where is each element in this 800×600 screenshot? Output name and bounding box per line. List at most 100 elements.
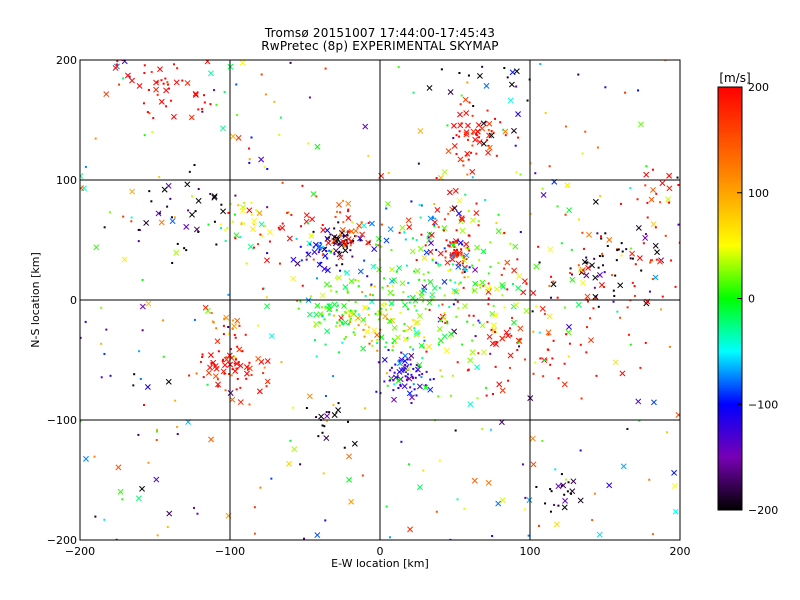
dot-marker — [325, 250, 328, 253]
dot-marker — [592, 307, 595, 310]
dot-marker — [380, 307, 383, 310]
x-marker — [401, 383, 408, 390]
x-marker — [81, 185, 87, 192]
dot-marker — [550, 490, 553, 493]
x-marker — [489, 310, 496, 317]
dot-marker — [515, 171, 518, 174]
x-marker — [314, 302, 321, 309]
dot-marker — [516, 258, 519, 261]
dot-marker — [212, 321, 215, 324]
dot-marker — [349, 321, 352, 324]
dot-marker — [378, 318, 381, 321]
dot-marker — [460, 251, 463, 254]
dot-marker — [103, 226, 106, 229]
dot-marker — [263, 366, 266, 369]
dot-marker — [307, 222, 310, 225]
dot-marker — [447, 270, 450, 273]
dot-marker — [324, 394, 327, 397]
dot-marker — [195, 372, 198, 375]
dot-marker — [593, 257, 596, 260]
x-marker — [331, 412, 338, 418]
dot-marker — [122, 215, 125, 218]
dot-marker — [565, 478, 568, 481]
dot-marker — [511, 283, 514, 286]
dot-marker — [299, 300, 302, 303]
x-marker — [425, 343, 432, 350]
dot-marker — [328, 411, 331, 414]
x-marker — [562, 497, 569, 504]
dot-marker — [215, 243, 218, 246]
dot-marker — [442, 229, 445, 232]
dot-marker — [514, 144, 517, 147]
dot-marker — [568, 342, 571, 345]
dot-marker — [250, 136, 253, 139]
dot-marker — [325, 420, 328, 423]
dot-marker — [497, 262, 500, 265]
dot-marker — [459, 281, 462, 284]
dot-marker — [411, 237, 414, 240]
dot-marker — [354, 309, 357, 312]
x-marker — [457, 156, 464, 163]
dot-marker — [289, 439, 292, 442]
dot-marker — [146, 111, 149, 114]
dot-marker — [400, 351, 403, 354]
dot-marker — [301, 184, 304, 187]
dot-marker — [585, 326, 588, 329]
x-marker — [393, 374, 399, 381]
dot-marker — [308, 96, 311, 99]
dot-marker — [670, 259, 673, 262]
x-marker — [153, 476, 160, 483]
dot-marker — [482, 284, 485, 287]
dot-marker — [201, 110, 204, 113]
dot-marker — [109, 374, 112, 377]
x-marker — [473, 210, 480, 217]
x-marker — [457, 239, 464, 246]
x-marker — [463, 241, 470, 248]
dot-marker — [468, 314, 471, 317]
dot-marker — [360, 221, 363, 224]
dot-marker — [412, 348, 415, 351]
dot-marker — [593, 286, 596, 289]
x-marker — [545, 329, 552, 336]
dot-marker — [346, 290, 349, 293]
x-marker — [368, 220, 375, 227]
dot-marker — [383, 380, 386, 383]
dot-marker — [637, 89, 640, 92]
dot-marker — [418, 203, 421, 206]
x-marker — [493, 286, 500, 293]
dot-marker — [248, 158, 251, 161]
dot-marker — [196, 512, 199, 515]
dot-marker — [220, 223, 223, 226]
dot-marker — [333, 314, 336, 317]
dot-marker — [547, 333, 550, 336]
dot-marker — [390, 307, 393, 310]
dot-marker — [242, 201, 245, 204]
dot-marker — [556, 296, 559, 299]
dot-marker — [292, 406, 295, 409]
x-marker — [480, 248, 487, 255]
dot-marker — [548, 284, 551, 287]
dot-marker — [468, 249, 471, 252]
x-marker — [650, 186, 656, 193]
dot-marker — [237, 204, 240, 207]
x-marker — [374, 332, 381, 338]
dot-marker — [345, 244, 348, 247]
x-marker — [223, 356, 230, 363]
x-marker — [396, 368, 403, 375]
dot-marker — [420, 204, 423, 207]
dot-marker — [472, 324, 475, 327]
dot-marker — [598, 255, 601, 258]
dot-marker — [626, 306, 629, 309]
dot-marker — [259, 486, 262, 489]
x-marker — [485, 285, 492, 292]
dot-marker — [236, 113, 239, 116]
x-marker — [376, 235, 382, 242]
dot-marker — [233, 355, 236, 358]
x-marker — [657, 258, 663, 265]
colorbar-tick-label: −100 — [748, 398, 778, 411]
dot-marker — [492, 304, 495, 307]
x-marker — [462, 266, 469, 273]
dot-marker — [639, 366, 642, 369]
dot-marker — [398, 359, 401, 362]
dot-marker — [287, 211, 290, 214]
